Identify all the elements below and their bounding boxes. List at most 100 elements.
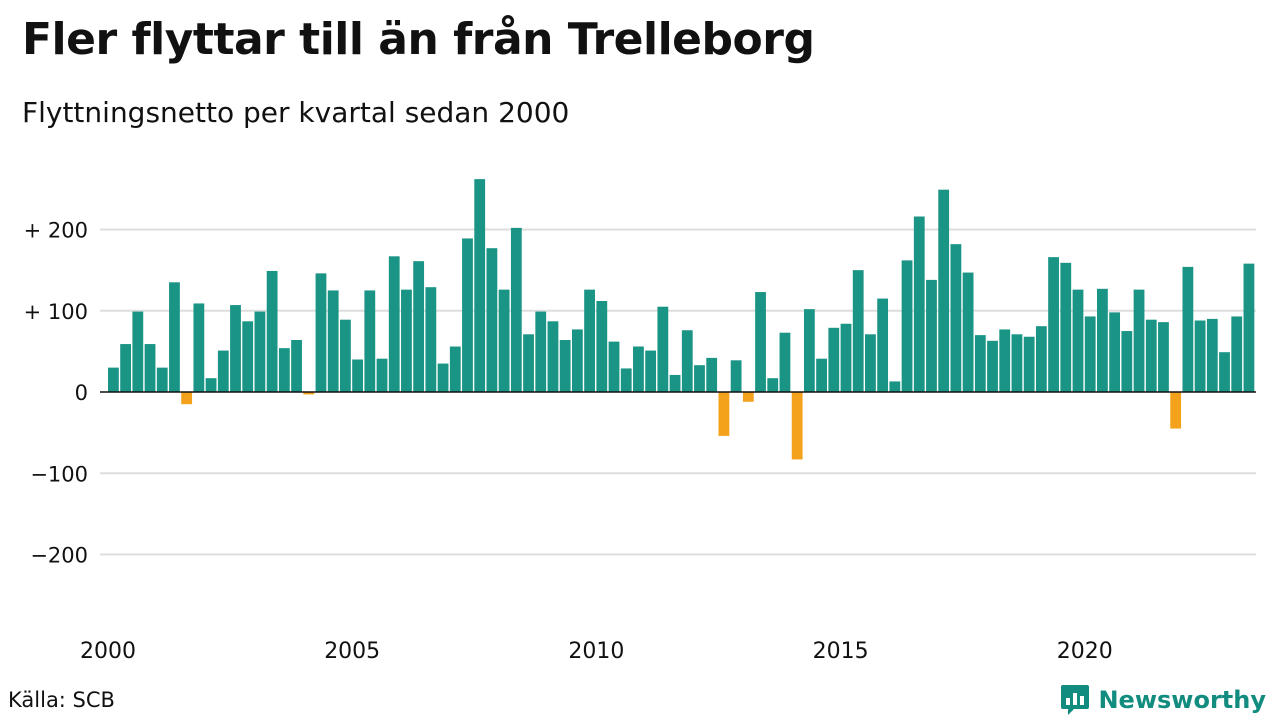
bar bbox=[437, 363, 449, 392]
y-tick-label: + 200 bbox=[24, 219, 88, 243]
bar bbox=[1182, 266, 1194, 393]
bar bbox=[1109, 312, 1121, 393]
bar bbox=[1243, 263, 1255, 393]
bar bbox=[1097, 288, 1108, 392]
bar bbox=[718, 392, 730, 436]
bar-chart: + 200 + 100 0 −100 −200 2000 2005 2010 2015 2020 bbox=[24, 179, 1256, 664]
bar bbox=[681, 330, 693, 392]
y-tick-label: −100 bbox=[30, 462, 88, 486]
bar bbox=[1219, 352, 1230, 392]
bar bbox=[1035, 326, 1047, 392]
bar bbox=[645, 350, 657, 392]
bar-chart-speech-bubble-icon bbox=[1061, 685, 1090, 715]
bar bbox=[193, 303, 205, 392]
bar bbox=[889, 381, 901, 392]
bar bbox=[535, 311, 547, 392]
bar bbox=[1023, 336, 1035, 392]
bar bbox=[169, 282, 180, 392]
bar bbox=[706, 357, 718, 393]
bar bbox=[1231, 316, 1243, 392]
bar bbox=[669, 374, 681, 392]
bar bbox=[339, 319, 351, 392]
bar bbox=[1158, 322, 1169, 393]
chart-title: Fler flyttar till än från Trelleborg bbox=[22, 14, 815, 65]
bar bbox=[1072, 289, 1084, 393]
bar bbox=[352, 359, 363, 392]
y-tick-label: 0 bbox=[75, 381, 88, 405]
bar bbox=[633, 346, 644, 392]
bar bbox=[938, 189, 950, 392]
bar bbox=[999, 329, 1011, 392]
bar bbox=[865, 334, 876, 392]
bar bbox=[657, 306, 669, 392]
bar bbox=[242, 321, 254, 392]
bar bbox=[767, 378, 779, 392]
y-tick-label: −200 bbox=[30, 544, 88, 568]
bar bbox=[828, 327, 840, 392]
bar bbox=[498, 289, 510, 393]
x-tick-label: 2020 bbox=[1057, 639, 1113, 664]
x-tick-label: 2005 bbox=[324, 639, 380, 664]
bar bbox=[144, 344, 156, 392]
x-tick-label: 2010 bbox=[568, 639, 624, 664]
bar bbox=[803, 309, 815, 393]
bar bbox=[926, 279, 937, 393]
bars bbox=[108, 179, 1255, 460]
x-tick-label: 2015 bbox=[813, 639, 869, 664]
bar bbox=[547, 321, 559, 392]
bar bbox=[620, 368, 632, 392]
bar bbox=[1133, 289, 1145, 393]
bar bbox=[474, 179, 486, 393]
x-axis-labels: 2000 2005 2010 2015 2020 bbox=[80, 639, 1113, 664]
bar bbox=[950, 244, 962, 393]
bar bbox=[730, 360, 742, 392]
bar bbox=[974, 335, 986, 393]
bar bbox=[266, 270, 278, 392]
bar bbox=[987, 340, 998, 392]
bar bbox=[742, 392, 754, 402]
chart-subtitle: Flyttningsnetto per kvartal sedan 2000 bbox=[22, 96, 570, 129]
bar bbox=[779, 332, 791, 392]
y-axis-labels: + 200 + 100 0 −100 −200 bbox=[24, 219, 88, 568]
bar bbox=[217, 350, 229, 392]
bar bbox=[1048, 257, 1059, 393]
bar bbox=[1206, 318, 1218, 393]
bar bbox=[303, 392, 315, 395]
bar bbox=[413, 261, 425, 392]
bar bbox=[1145, 319, 1157, 392]
bar bbox=[1011, 334, 1023, 392]
bar bbox=[1121, 331, 1133, 392]
bar bbox=[327, 290, 339, 392]
bar bbox=[425, 287, 437, 392]
y-tick-label: + 100 bbox=[24, 300, 88, 324]
bar bbox=[962, 272, 974, 392]
bar bbox=[462, 238, 473, 392]
bar bbox=[852, 270, 864, 393]
bar bbox=[120, 344, 132, 392]
bar bbox=[816, 358, 827, 392]
bar bbox=[315, 273, 327, 393]
bar bbox=[559, 340, 571, 392]
bar bbox=[156, 367, 168, 393]
bar bbox=[755, 292, 766, 392]
bar bbox=[230, 305, 241, 392]
bar bbox=[388, 256, 400, 392]
bar bbox=[510, 227, 522, 393]
bar bbox=[840, 323, 852, 392]
bar bbox=[205, 378, 217, 392]
bar bbox=[376, 358, 388, 392]
bar bbox=[1170, 392, 1182, 429]
bar bbox=[523, 334, 534, 392]
x-tick-label: 2000 bbox=[80, 639, 136, 664]
bar bbox=[1060, 262, 1072, 392]
bar bbox=[694, 365, 705, 392]
bar bbox=[108, 367, 119, 393]
bar bbox=[364, 290, 376, 392]
bar bbox=[401, 289, 412, 393]
bar bbox=[291, 340, 302, 392]
bar bbox=[584, 289, 595, 393]
bar bbox=[254, 311, 266, 392]
bar bbox=[132, 311, 144, 392]
bar bbox=[449, 346, 461, 392]
bar bbox=[181, 392, 193, 405]
